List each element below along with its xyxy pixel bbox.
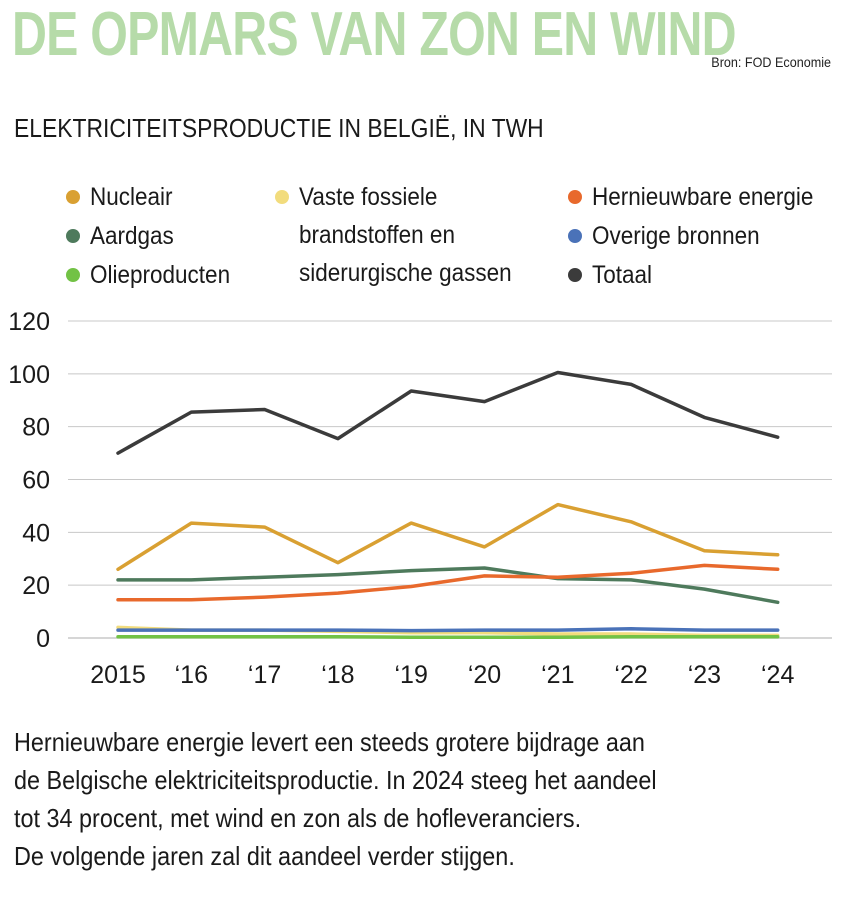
x-tick-label: 2015	[90, 661, 146, 689]
x-tick-label: ‘18	[321, 661, 354, 689]
caption: Hernieuwbare energie levert een steeds g…	[14, 723, 834, 875]
x-tick-label: ‘22	[614, 661, 647, 689]
legend-item-aardgas: Aardgas	[66, 217, 183, 255]
legend-label: Vaste fossiele brandstoffen en siderurgi…	[299, 183, 512, 287]
legend-label: Totaal	[592, 261, 653, 289]
caption-line: de Belgische elektriciteitsproductie. In…	[14, 765, 657, 795]
y-tick-label: 40	[22, 519, 50, 547]
x-tick-label: ‘23	[688, 661, 721, 689]
series-line-aardgas	[116, 566, 780, 605]
y-tick-label: 0	[36, 625, 50, 653]
chart-title: DE OPMARS VAN ZON EN WIND	[12, 0, 737, 69]
legend-item-olieproducten: Olieproducten	[66, 256, 246, 294]
legend-label: Aardgas	[90, 222, 174, 250]
legend-swatch	[568, 268, 582, 282]
y-tick-label: 60	[22, 467, 50, 495]
y-tick-label: 80	[22, 414, 50, 442]
legend-label: Overige bronnen	[592, 222, 760, 250]
caption-line: De volgende jaren zal dit aandeel verder…	[14, 841, 515, 871]
legend-label: Hernieuwbare energie	[592, 183, 814, 211]
series-line-hernieuwbare	[116, 563, 780, 602]
caption-line: tot 34 procent, met wind en zon als de h…	[14, 803, 582, 833]
legend-item-totaal: Totaal	[568, 256, 659, 294]
legend-swatch	[568, 229, 582, 243]
x-tick-label: ‘17	[248, 661, 281, 689]
x-tick-label: ‘21	[541, 661, 574, 689]
legend-swatch	[66, 190, 80, 204]
legend-swatch	[66, 229, 80, 243]
legend-item-hernieuwbare: Hernieuwbare energie	[568, 178, 838, 216]
x-tick-label: ‘16	[175, 661, 208, 689]
y-tick-label: 100	[8, 361, 50, 389]
x-tick-label: ‘24	[761, 661, 794, 689]
series-line-olieproducten	[116, 634, 780, 639]
series-line-overige	[116, 627, 780, 633]
line-chart: 0 20 40 60 80 100 120 2015 ‘16 ‘17 ‘18 ‘19 ‘20 ‘21 ‘22…	[8, 308, 832, 689]
x-tick-label: ‘20	[468, 661, 501, 689]
legend-item-vaste-fossiele: Vaste fossiele brandstoffen en siderurgi…	[275, 178, 535, 292]
caption-line: Hernieuwbare energie levert een steeds g…	[14, 727, 645, 757]
source-note: Bron: FOD Economie	[711, 54, 831, 70]
legend-swatch	[568, 190, 582, 204]
series-line-nucleair	[116, 502, 780, 572]
chart-subtitle: ELEKTRICITEITSPRODUCTIE IN BELGIË, IN TW…	[14, 113, 544, 143]
legend-label: Olieproducten	[90, 261, 231, 289]
y-tick-label: 120	[8, 308, 50, 336]
legend-item-overige: Overige bronnen	[568, 217, 778, 255]
series-line-totaal	[116, 370, 780, 455]
x-tick-label: ‘19	[395, 661, 428, 689]
y-tick-label: 20	[22, 572, 50, 600]
legend-swatch	[66, 268, 80, 282]
legend-swatch	[275, 190, 289, 204]
legend-item-nucleair: Nucleair	[66, 178, 182, 216]
legend-label: Nucleair	[90, 183, 173, 211]
